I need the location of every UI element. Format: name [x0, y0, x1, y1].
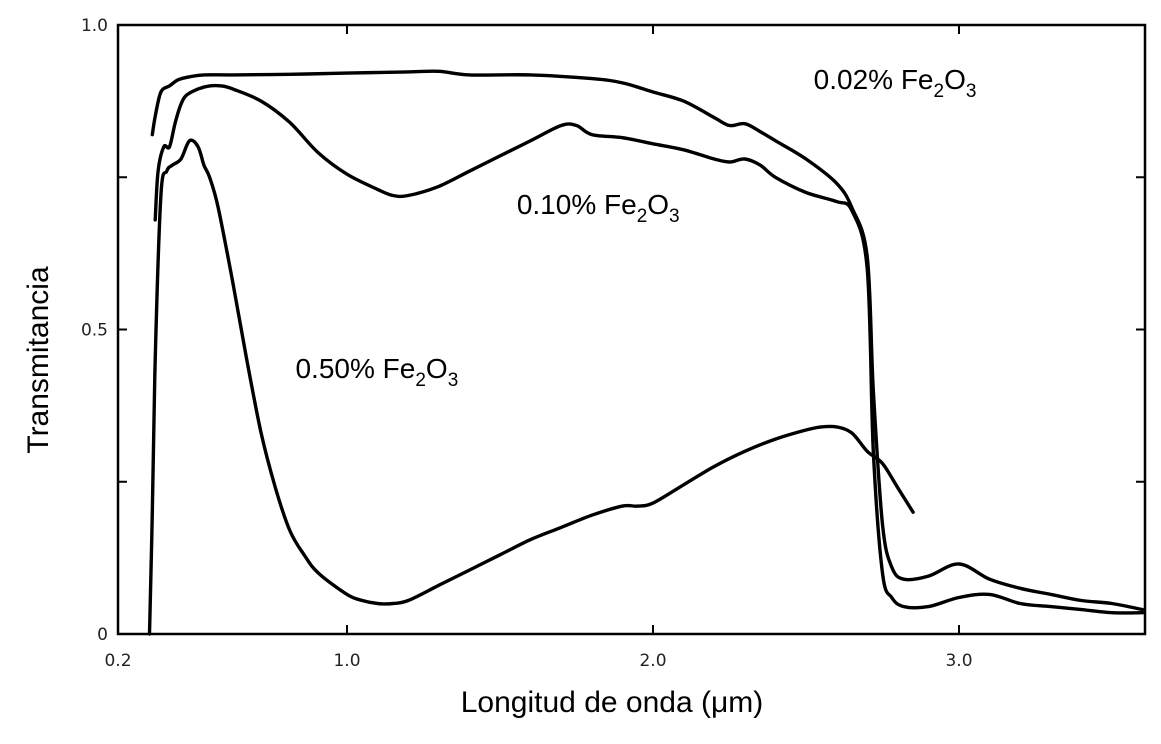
series-line-0-10-fe2o3	[153, 83, 1145, 615]
series-label-0-10-fe2o3: 0.10% Fe2O3	[517, 189, 680, 227]
series-label-0-02-fe2o3: 0.02% Fe2O3	[814, 64, 977, 102]
series-label-part: 2	[637, 206, 648, 227]
series-line-0-50-fe2o3	[147, 138, 915, 636]
series-label-part: 0.02% Fe	[814, 64, 934, 95]
series-layer	[147, 69, 1145, 636]
series-label-part: 0.50% Fe	[295, 353, 415, 384]
y-axis-label: Transmitancia	[22, 266, 55, 454]
series-label-part: 3	[966, 81, 977, 102]
series-label-part: 2	[415, 370, 426, 391]
series-label-part: 2	[934, 81, 945, 102]
y-tick-label: 0.5	[81, 321, 108, 341]
series-label-part: O	[426, 353, 448, 384]
y-tick-label: 0	[97, 625, 108, 645]
x-tick-label: 2.0	[639, 651, 666, 671]
x-tick-label: 3.0	[945, 651, 972, 671]
series-label-part: 3	[448, 370, 459, 391]
series-label-part: 3	[669, 206, 680, 227]
x-tick-label: 0.2	[104, 651, 131, 671]
series-label-0-50-fe2o3: 0.50% Fe2O3	[295, 353, 458, 391]
series-label-part: O	[944, 64, 966, 95]
tick-labels-layer: 0.2 1.0 2.0 3.0 0 0.5 1.0	[81, 16, 973, 671]
series-line-0-02-fe2o3	[150, 69, 1145, 612]
x-axis-label: Longitud de onda (μm)	[461, 686, 763, 719]
series-label-part: O	[647, 189, 669, 220]
x-tick-label: 1.0	[333, 651, 360, 671]
y-tick-label: 1.0	[81, 16, 108, 36]
series-label-part: 0.10% Fe	[517, 189, 637, 220]
plot-frame	[116, 23, 1147, 636]
ticks-layer	[117, 24, 1145, 635]
